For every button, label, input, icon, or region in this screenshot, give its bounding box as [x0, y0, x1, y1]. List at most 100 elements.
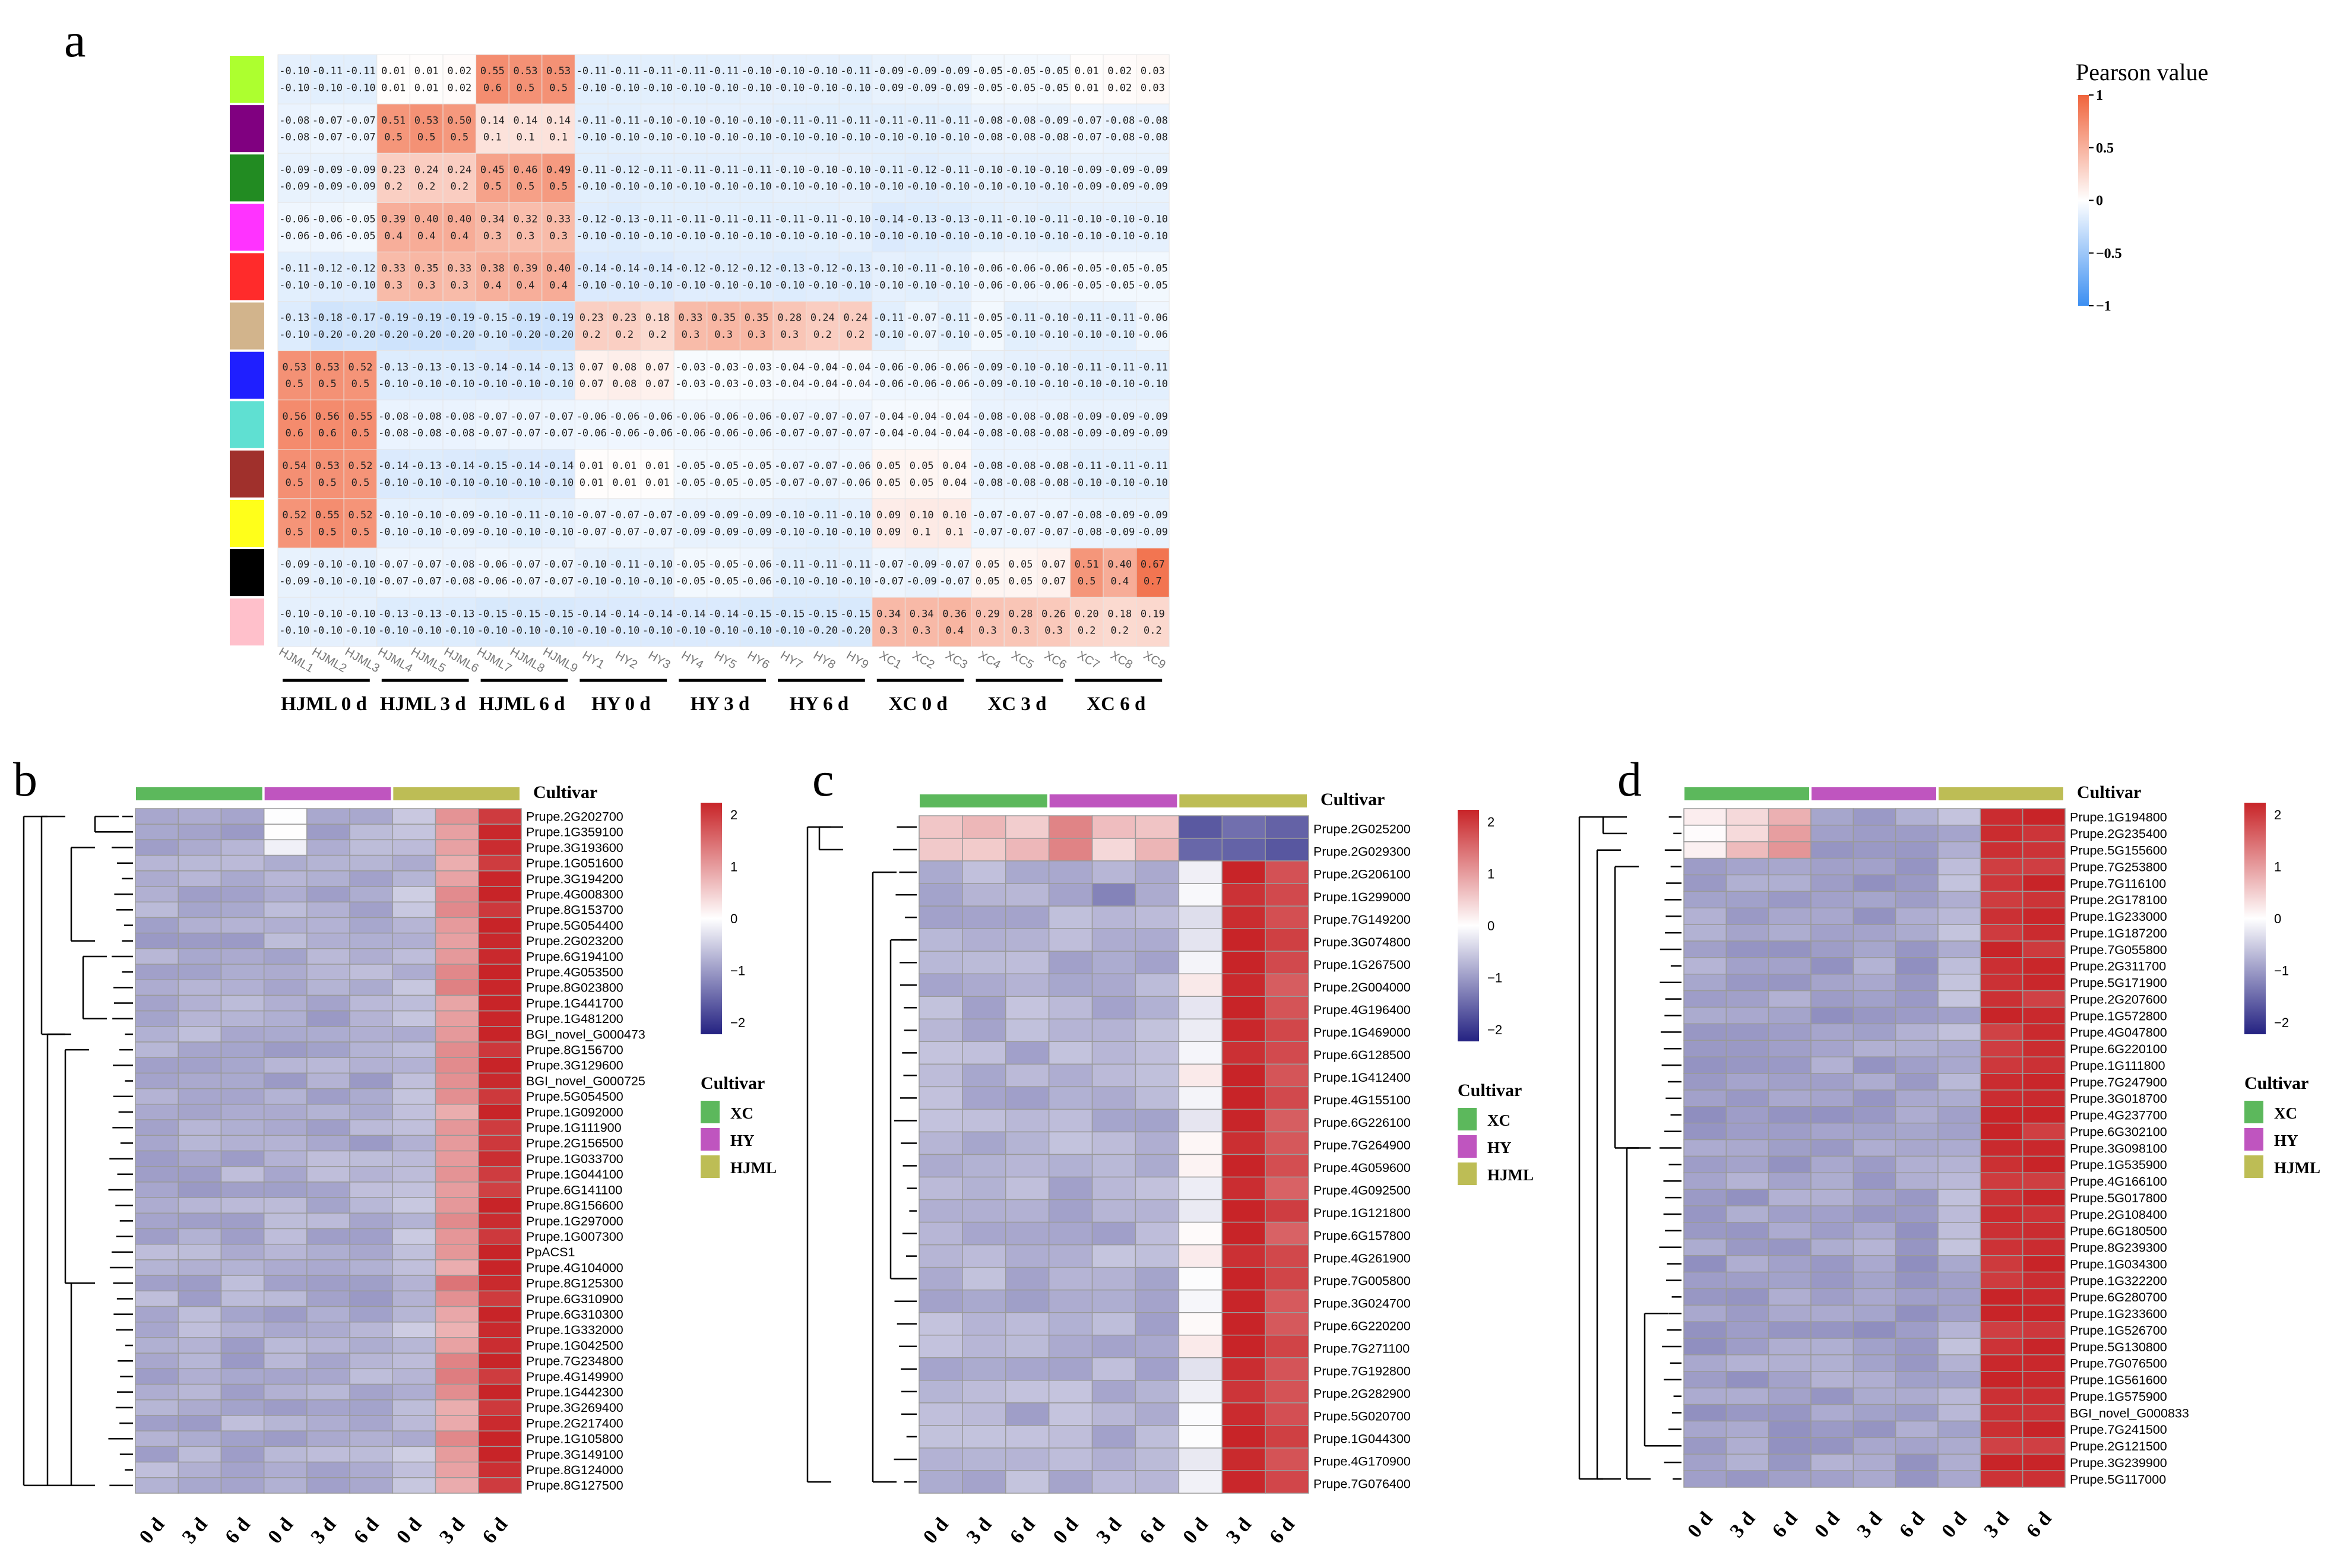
cell-value-secondary: -0.09: [675, 526, 705, 538]
expression-cell: [392, 1167, 435, 1182]
expression-cell: [1049, 951, 1092, 974]
column-label: 0 d: [1179, 1513, 1212, 1548]
expression-cell: [1049, 1313, 1092, 1335]
cell-value: 0.33: [447, 263, 471, 275]
expression-cell: [479, 1089, 521, 1104]
heatmap-cell: [608, 302, 641, 351]
cell-value: 0.09: [876, 509, 901, 521]
heatmap-cell: [773, 104, 806, 153]
heatmap-cell: [608, 499, 641, 548]
expression-cell: [1726, 991, 1768, 1008]
expression-cell: [221, 1229, 264, 1244]
gene-label: BGI_novel_G000725: [526, 1074, 645, 1088]
gene-label: Prupe.7G076500: [2070, 1357, 2167, 1371]
expression-cell: [1179, 838, 1222, 861]
gene-label: Prupe.2G029300: [1313, 845, 1411, 859]
cell-value-secondary: 0.4: [450, 230, 468, 242]
expression-cell: [1726, 1090, 1768, 1107]
heatmap-cell: [707, 55, 740, 104]
cell-value: 0.29: [976, 608, 1000, 620]
cell-value: -0.10: [1104, 214, 1135, 226]
expression-cell: [392, 1338, 435, 1353]
expression-cell: [1092, 1222, 1136, 1245]
expression-cell: [1769, 908, 1811, 924]
cell-value-secondary: -0.10: [543, 526, 574, 538]
expression-cell: [2023, 1040, 2065, 1057]
expression-cell: [436, 1120, 479, 1135]
cell-value-secondary: -0.06: [642, 427, 673, 439]
expression-cell: [479, 1431, 521, 1446]
cell-value: -0.12: [808, 263, 838, 275]
cell-value-secondary: -0.08: [973, 477, 1003, 489]
heatmap-cell: [1004, 499, 1037, 548]
expression-cell: [178, 1275, 221, 1291]
cell-value-secondary: -0.10: [808, 82, 838, 94]
expression-cell: [178, 1198, 221, 1213]
expression-cell: [307, 933, 350, 949]
expression-cell: [962, 1313, 1006, 1335]
cell-value-secondary: -0.09: [939, 82, 970, 94]
expression-cell: [1896, 825, 1938, 842]
cell-value-secondary: 0.01: [612, 477, 636, 489]
expression-cell: [1006, 1335, 1049, 1358]
expression-cell: [1135, 1222, 1179, 1245]
expression-cell: [2023, 1405, 2065, 1421]
gene-label: Prupe.4G237700: [2070, 1108, 2167, 1123]
cell-value: -0.15: [477, 312, 508, 324]
expression-cell: [1938, 1272, 1980, 1289]
heatmap-cell: [608, 153, 641, 202]
cell-value: -0.15: [477, 608, 508, 620]
column-label: 3 d: [1222, 1513, 1256, 1548]
cell-value: -0.10: [1005, 164, 1036, 176]
expression-cell: [479, 949, 521, 964]
cell-value-secondary: -0.06: [1138, 329, 1168, 341]
expression-cell: [1222, 929, 1265, 951]
expression-cell: [1726, 1008, 1768, 1024]
cell-value-secondary: -0.10: [477, 526, 508, 538]
heatmap-cell: [839, 302, 872, 351]
expression-cell: [1769, 1123, 1811, 1140]
heatmap-cell: [641, 202, 674, 252]
expression-cell: [135, 1151, 178, 1167]
expression-cell: [479, 886, 521, 902]
heatmap-cell: [542, 55, 575, 104]
expression-cell: [264, 1369, 307, 1384]
expression-cell: [436, 1322, 479, 1338]
expression-cell: [1980, 1338, 2022, 1355]
expression-cell: [1811, 1222, 1853, 1239]
column-label: 0 d: [264, 1513, 297, 1548]
cell-value-secondary: -0.07: [378, 575, 408, 587]
expression-cell: [1265, 1358, 1309, 1380]
expression-cell: [1853, 1405, 1895, 1421]
module-color-swatch-11: [230, 549, 264, 596]
cell-value: 0.34: [480, 214, 505, 226]
expression-cell: [350, 949, 392, 964]
cell-value: -0.14: [642, 608, 673, 620]
expression-cell: [1049, 1471, 1092, 1493]
cell-value: -0.11: [577, 164, 607, 176]
heatmap-cell: [377, 400, 410, 449]
expression-cell: [1769, 1305, 1811, 1322]
cell-value: 0.26: [1041, 608, 1066, 620]
cell-value: -0.10: [642, 115, 673, 126]
heatmap-cell: [905, 252, 938, 301]
heatmap-cell: [905, 449, 938, 499]
cell-value-secondary: 0.4: [1110, 575, 1129, 587]
legend-tick-label: −0.5: [2096, 246, 2122, 261]
expression-cell: [221, 1011, 264, 1027]
cell-value: -0.13: [609, 214, 639, 226]
gene-label: Prupe.1G194800: [2070, 810, 2167, 825]
cell-value-secondary: -0.10: [774, 82, 805, 94]
heatmap-cell: [311, 302, 344, 351]
expression-cell: [1980, 1322, 2022, 1338]
expression-cell: [1811, 1322, 1853, 1338]
heatmap-cell: [542, 499, 575, 548]
cell-value: -0.04: [774, 362, 805, 373]
expression-cell: [178, 1011, 221, 1027]
expression-cell: [1049, 1335, 1092, 1358]
expression-cell: [350, 1120, 392, 1135]
expression-cell: [264, 1244, 307, 1260]
expression-cell: [1684, 1173, 1726, 1189]
expression-cell: [392, 1213, 435, 1228]
cell-value-secondary: -0.10: [939, 329, 970, 341]
